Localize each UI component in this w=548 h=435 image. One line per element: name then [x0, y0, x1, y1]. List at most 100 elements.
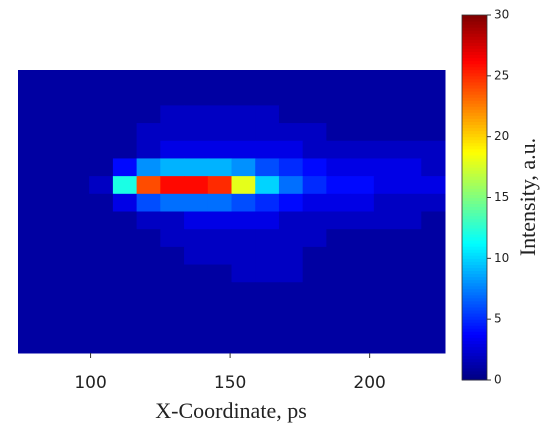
heatmap-cell [373, 246, 399, 266]
colorbar-segment [462, 84, 487, 89]
heatmap-cell [397, 140, 422, 159]
colorbar-segment [462, 57, 487, 62]
heatmap-cell [302, 87, 327, 106]
heatmap-cell [18, 123, 43, 142]
colorbar-segment [462, 139, 487, 144]
colorbar-segment [462, 230, 487, 235]
heatmap-cell [326, 229, 351, 248]
colorbar-segment [462, 373, 487, 378]
heatmap-cell [231, 246, 256, 266]
heatmap-cell [421, 87, 446, 106]
colorbar-segment [462, 276, 487, 281]
heatmap-cell [255, 87, 280, 106]
heatmap-cell [136, 176, 161, 195]
colorbar-segment [462, 54, 487, 59]
colorbar-segment [462, 331, 487, 335]
heatmap-cell [373, 211, 399, 230]
heatmap-cell [373, 264, 399, 283]
heatmap-cell [41, 335, 66, 354]
heatmap-cell [65, 70, 90, 89]
heatmap-cell [207, 176, 232, 195]
colorbar-segment [462, 136, 487, 141]
heatmap-cell [397, 264, 422, 283]
colorbar-segment [462, 355, 487, 360]
heatmap-cell [41, 264, 66, 283]
colorbar-segment [462, 78, 487, 83]
heatmap-cell [326, 123, 351, 142]
heatmap-cell [302, 246, 327, 266]
heatmap-cell [136, 87, 161, 106]
heatmap-cell [326, 105, 351, 124]
heatmap-cell [160, 246, 185, 266]
colorbar-segment [462, 179, 487, 183]
heatmap-cell [302, 176, 327, 195]
colorbar-segment [462, 124, 487, 129]
heatmap-cell [278, 158, 304, 177]
colorbar-segment [462, 243, 487, 247]
heatmap-cell [89, 140, 114, 159]
colorbar-segment [462, 130, 487, 135]
heatmap-cell [184, 105, 209, 124]
heatmap-cell [421, 264, 446, 283]
colorbar-segment [462, 215, 487, 220]
heatmap-cell [278, 87, 304, 106]
heatmap-cell [278, 264, 304, 283]
heatmap-cell [112, 282, 138, 301]
heatmap-cell [326, 70, 351, 89]
heatmap-cell [350, 193, 375, 212]
x-tick-label: 150 [214, 373, 246, 393]
heatmap-cell [397, 229, 422, 248]
colorbar-segment [462, 39, 487, 43]
heatmap-cell [41, 70, 66, 89]
heatmap-cell [112, 246, 138, 266]
colorbar-tick-label: 30 [494, 8, 509, 22]
heatmap-cell [89, 229, 114, 248]
heatmap-cell [421, 299, 446, 319]
heatmap-cell [397, 158, 422, 177]
heatmap-cell [160, 140, 185, 159]
heatmap-cell [112, 123, 138, 142]
heatmap-cell [207, 282, 232, 301]
heatmap-cell [112, 70, 138, 89]
colorbar-segment [462, 209, 487, 214]
heatmap-cell [278, 211, 304, 230]
heatmap-cell [231, 87, 256, 106]
heatmap-cell [184, 193, 209, 212]
heatmap-cell [112, 176, 138, 195]
heatmap-cell [350, 105, 375, 124]
colorbar-tick-label: 15 [494, 190, 509, 204]
heatmap-cell [41, 193, 66, 212]
colorbar-segment [462, 294, 487, 299]
heatmap-cell [136, 246, 161, 266]
colorbar-segment [462, 267, 487, 271]
heatmap-cell [112, 211, 138, 230]
colorbar-tick-label: 10 [494, 251, 509, 265]
colorbar-segment [462, 361, 487, 366]
heatmap-cell [231, 158, 256, 177]
heatmap-cell [231, 317, 256, 336]
colorbar-segment [462, 240, 487, 244]
heatmap-cell [136, 282, 161, 301]
heatmap-cell [41, 176, 66, 195]
heatmap-cell [136, 264, 161, 283]
colorbar-segment [462, 221, 487, 226]
heatmap-cell [397, 123, 422, 142]
heatmap-cell [89, 193, 114, 212]
heatmap-cell [255, 246, 280, 266]
colorbar-segment [462, 48, 487, 52]
heatmap-cell [112, 264, 138, 283]
heatmap-cell [350, 176, 375, 195]
heatmap-cell [65, 158, 90, 177]
colorbar-segment [462, 343, 487, 348]
colorbar-segment [462, 145, 487, 150]
heatmap-cell [136, 299, 161, 319]
heatmap-cell [421, 105, 446, 124]
heatmap-cell [65, 282, 90, 301]
colorbar-segment [462, 69, 487, 74]
colorbar-segment [462, 72, 487, 77]
heatmap-cell [350, 299, 375, 319]
colorbar-segment [462, 164, 487, 168]
heatmap-cell [112, 140, 138, 159]
colorbar-segment [462, 42, 487, 46]
heatmap-cell [278, 70, 304, 89]
